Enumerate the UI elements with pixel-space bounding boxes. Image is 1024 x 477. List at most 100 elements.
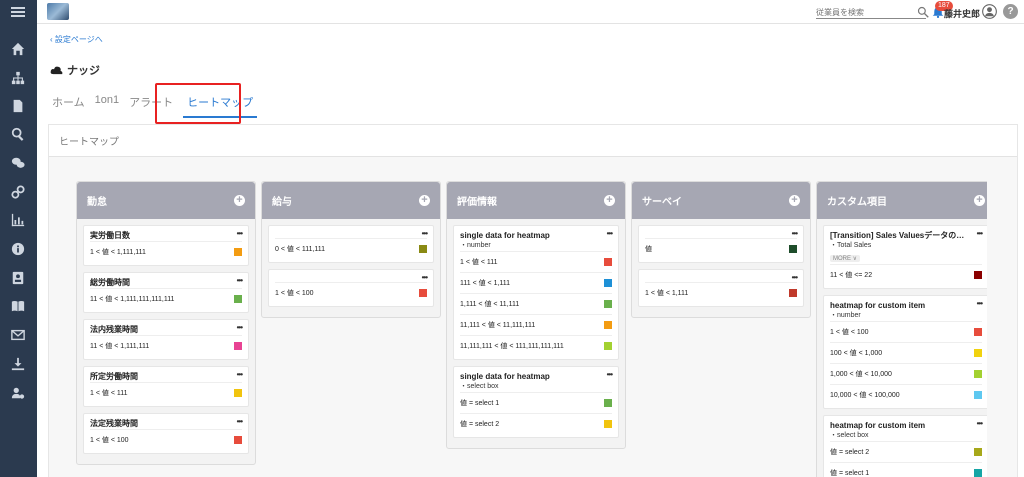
add-icon[interactable]: + bbox=[419, 195, 430, 206]
more-options-icon[interactable]: ••• bbox=[791, 273, 798, 282]
rule-label: 1 < 値 < 1,111 bbox=[645, 290, 689, 297]
mail-icon[interactable] bbox=[9, 326, 27, 344]
more-options-icon[interactable]: ••• bbox=[976, 229, 983, 238]
heatmap-rule-row: 1 < 値 < 111 bbox=[460, 251, 612, 272]
tab-alert[interactable]: アラート bbox=[129, 97, 174, 109]
chevron-left-icon: ‹ bbox=[50, 35, 55, 44]
heatmap-card[interactable]: single data for heatmap ・select box ••• 値 =… bbox=[453, 366, 619, 438]
card-title: heatmap for custom item bbox=[830, 301, 926, 310]
tab-1on1[interactable]: 1on1 bbox=[94, 94, 120, 106]
card-heading: heatmap for custom item ・number bbox=[830, 300, 925, 321]
card-header: 所定労働時間 ••• bbox=[90, 370, 243, 382]
rule-label: 11 < 値 < 1,111,111 bbox=[90, 343, 150, 350]
card-heading: 所定労働時間 bbox=[90, 371, 138, 382]
heatmap-rule-row: 11 < 値 < 1,111,111 bbox=[90, 335, 242, 356]
heatmap-card[interactable]: 法定残業時間 ••• 1 < 値 < 100 bbox=[83, 413, 249, 454]
user-avatar-icon[interactable] bbox=[982, 4, 997, 19]
color-swatch bbox=[419, 289, 427, 297]
more-options-icon[interactable]: ••• bbox=[606, 229, 613, 238]
employee-search[interactable] bbox=[816, 6, 926, 19]
heatmap-card[interactable]: ••• 0 < 値 < 111,111 bbox=[268, 225, 434, 263]
card-subtitle: ・select box bbox=[460, 383, 499, 390]
column-header: 給与 + bbox=[262, 182, 440, 219]
more-options-icon[interactable]: ••• bbox=[606, 370, 613, 379]
card-title: heatmap for custom item bbox=[830, 421, 926, 430]
more-options-icon[interactable]: ••• bbox=[791, 229, 798, 238]
org-chart-icon[interactable] bbox=[9, 69, 27, 87]
more-options-icon[interactable]: ••• bbox=[236, 417, 243, 426]
company-logo[interactable] bbox=[47, 3, 69, 20]
more-options-icon[interactable]: ••• bbox=[976, 419, 983, 428]
heatmap-card[interactable]: [Transition] Sales Valuesデータの… ・Total Sal… bbox=[823, 225, 987, 289]
user-settings-icon[interactable] bbox=[9, 384, 27, 402]
download-icon[interactable] bbox=[9, 355, 27, 373]
heatmap-card[interactable]: 総労働時間 ••• 11 < 値 < 1,111,111,111,111 bbox=[83, 272, 249, 313]
rule-label: 値 = select 2 bbox=[830, 449, 870, 456]
heatmap-card[interactable]: ••• 1 < 値 < 1,111 bbox=[638, 269, 804, 307]
help-icon[interactable]: ? bbox=[1003, 4, 1018, 19]
heatmap-card[interactable]: single data for heatmap ・number ••• 1 < 値 <… bbox=[453, 225, 619, 360]
heatmap-card[interactable]: 所定労働時間 ••• 1 < 値 < 111 bbox=[83, 366, 249, 407]
add-icon[interactable]: + bbox=[604, 195, 615, 206]
column-header: 評価情報 + bbox=[447, 182, 625, 219]
card-heading: 実労働日数 bbox=[90, 230, 130, 241]
document-icon[interactable] bbox=[9, 97, 27, 115]
home-icon[interactable] bbox=[9, 40, 27, 58]
book-icon[interactable] bbox=[9, 297, 27, 315]
user-name[interactable]: 藤井史郎 bbox=[944, 9, 981, 19]
tab-home[interactable]: ホーム bbox=[52, 97, 85, 109]
column-header: サーベイ + bbox=[632, 182, 810, 219]
heatmap-card[interactable]: 実労働日数 ••• 1 < 値 < 1,111,111 bbox=[83, 225, 249, 266]
add-icon[interactable]: + bbox=[234, 195, 245, 206]
rule-label: 0 < 値 < 111,111 bbox=[275, 246, 326, 253]
more-options-icon[interactable]: ••• bbox=[236, 276, 243, 285]
rule-label: 11,111,111 < 値 < 111,111,111,111 bbox=[460, 343, 564, 350]
heatmap-card[interactable]: ••• 1 < 値 < 100 bbox=[268, 269, 434, 307]
heatmap-rule-row: 11,111,111 < 値 < 111,111,111,111 bbox=[460, 335, 612, 356]
chart-icon[interactable] bbox=[9, 211, 27, 229]
heatmap-rule-row: 値 bbox=[645, 238, 797, 259]
contact-card-icon[interactable] bbox=[9, 269, 27, 287]
card-subtitle: ・select box bbox=[830, 432, 869, 439]
more-options-icon[interactable]: ••• bbox=[976, 299, 983, 308]
heatmap-rule-row: 値 = select 2 bbox=[830, 441, 982, 462]
rule-label: 1 < 値 < 111 bbox=[460, 259, 498, 266]
heatmap-column: 勤怠 + 実労働日数 ••• 1 < 値 < 1,111,111 総労働時間 ••• 11 <… bbox=[76, 181, 256, 465]
rule-label: 11,111 < 値 < 11,111,111 bbox=[460, 322, 536, 329]
info-icon[interactable] bbox=[9, 240, 27, 258]
more-options-icon[interactable]: ••• bbox=[236, 229, 243, 238]
add-icon[interactable]: + bbox=[974, 195, 985, 206]
heatmap-card[interactable]: 法内残業時間 ••• 11 < 値 < 1,111,111 bbox=[83, 319, 249, 360]
rule-label: 値 = select 2 bbox=[460, 421, 500, 428]
color-swatch bbox=[604, 399, 612, 407]
heatmap-card[interactable]: ••• 値 bbox=[638, 225, 804, 263]
more-options-icon[interactable]: ••• bbox=[236, 323, 243, 332]
card-title: 法内残業時間 bbox=[90, 325, 138, 334]
add-icon[interactable]: + bbox=[789, 195, 800, 206]
heatmap-card[interactable]: heatmap for custom item ・number ••• 1 < 値 <… bbox=[823, 295, 987, 409]
heatmap-rule-row: 1 < 値 < 100 bbox=[90, 429, 242, 450]
search-icon[interactable] bbox=[9, 125, 27, 143]
color-swatch bbox=[419, 245, 427, 253]
chat-icon[interactable] bbox=[9, 154, 27, 172]
link-icon[interactable] bbox=[9, 183, 27, 201]
more-options-icon[interactable]: ••• bbox=[236, 370, 243, 379]
color-swatch bbox=[604, 300, 612, 308]
panel-title: ヒートマップ bbox=[49, 125, 1017, 157]
heatmap-card[interactable]: heatmap for custom item ・select box ••• 値 =… bbox=[823, 415, 987, 477]
card-list: ••• 値 ••• 1 < 値 < 1,111 bbox=[632, 219, 810, 317]
more-options-icon[interactable]: ••• bbox=[421, 229, 428, 238]
more-button[interactable]: MORE ∨ bbox=[830, 255, 861, 262]
card-header: ••• bbox=[275, 273, 428, 282]
tab-heatmap[interactable]: ヒートマップ bbox=[183, 94, 258, 118]
back-to-settings-link[interactable]: ‹ 設定ページへ bbox=[50, 34, 103, 45]
search-input[interactable] bbox=[816, 8, 912, 17]
card-title: 法定残業時間 bbox=[90, 419, 138, 428]
rule-label: 1 < 値 < 111 bbox=[90, 390, 128, 397]
color-swatch bbox=[974, 448, 982, 456]
card-title: [Transition] Sales Valuesデータの… bbox=[830, 231, 965, 240]
more-options-icon[interactable]: ••• bbox=[421, 273, 428, 282]
menu-icon[interactable] bbox=[11, 5, 25, 19]
search-icon[interactable] bbox=[917, 6, 929, 18]
card-heading: [Transition] Sales Valuesデータの… ・Total Sal… bbox=[830, 230, 964, 264]
